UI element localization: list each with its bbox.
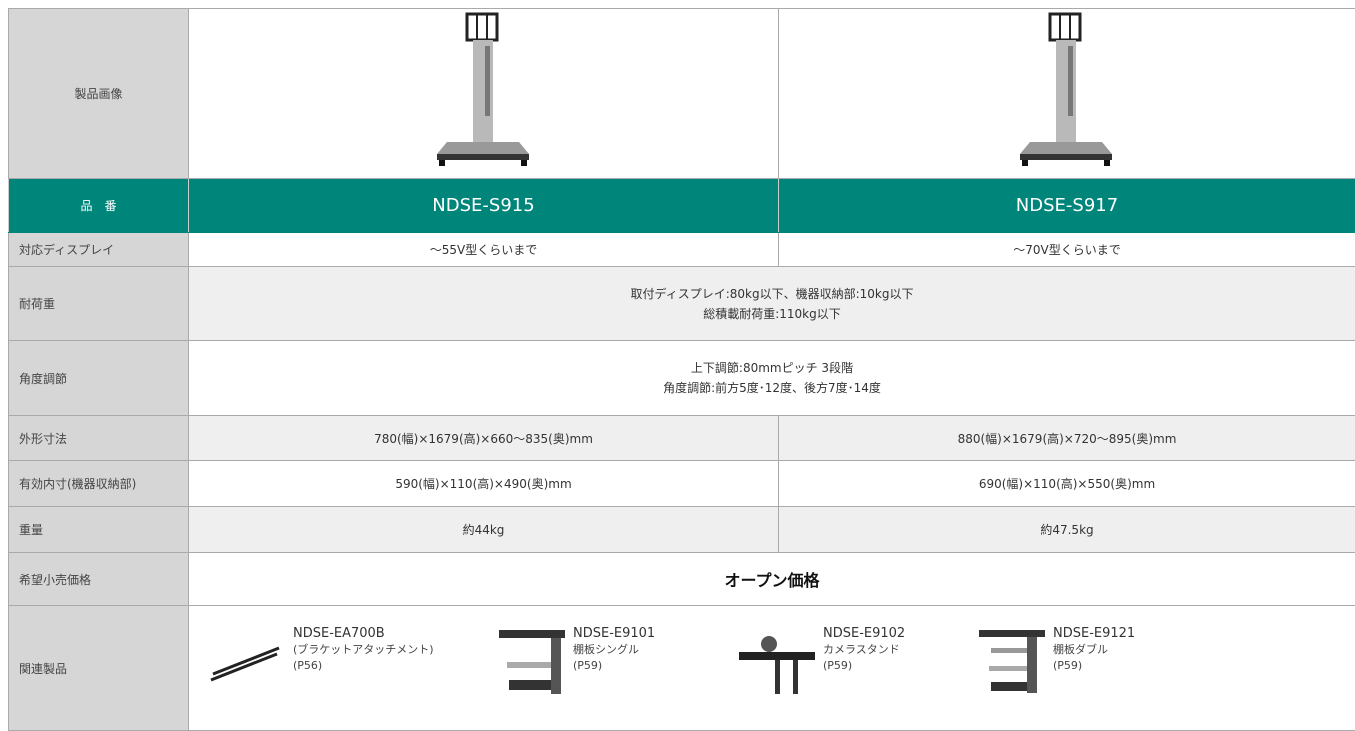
product-icon	[977, 626, 1047, 696]
code: NDSE-E9102	[823, 626, 905, 642]
cell: 780(幅)×1679(高)×660〜835(奥)mm	[189, 416, 779, 461]
cell: 約44kg	[189, 507, 779, 553]
row-label: 希望小売価格	[9, 553, 189, 606]
line: 上下調節:80mmピッチ 3段階	[189, 358, 1355, 378]
related-products: NDSE-EA700B(ブラケットアタッチメント)(P56) NDSE-E910…	[189, 606, 1355, 731]
name: 棚板シングル	[573, 642, 655, 658]
related-list: NDSE-EA700B(ブラケットアタッチメント)(P56) NDSE-E910…	[189, 606, 1355, 730]
row-label: 関連製品	[9, 606, 189, 731]
product-icon	[207, 626, 287, 686]
spec-table: 製品画像 品 番 NDSE-S915 NDSE-S917 対応ディスプレイ 〜5…	[8, 8, 1355, 731]
row: 品 番 NDSE-S915 NDSE-S917	[9, 179, 1355, 233]
product-icon	[497, 626, 567, 696]
line: 総積載耐荷重:110kg以下	[189, 304, 1355, 324]
stand-image	[1012, 12, 1122, 172]
page-ref: (P59)	[1053, 658, 1135, 674]
cell: 上下調節:80mmピッチ 3段階 角度調節:前方5度･12度、後方7度･14度	[189, 341, 1355, 416]
row-label: 製品画像	[9, 9, 189, 179]
cell: 〜70V型くらいまで	[779, 233, 1355, 267]
row-label: 有効内寸(機器収納部)	[9, 461, 189, 507]
row-label: 品 番	[9, 179, 189, 233]
row: 対応ディスプレイ 〜55V型くらいまで 〜70V型くらいまで	[9, 233, 1355, 267]
row: 外形寸法 780(幅)×1679(高)×660〜835(奥)mm 880(幅)×…	[9, 416, 1355, 461]
row-label: 対応ディスプレイ	[9, 233, 189, 267]
stand-image	[429, 12, 539, 172]
page-ref: (P59)	[573, 658, 655, 674]
cell: 590(幅)×110(高)×490(奥)mm	[189, 461, 779, 507]
row: 耐荷重 取付ディスプレイ:80kg以下、機器収納部:10kg以下 総積載耐荷重:…	[9, 267, 1355, 341]
line: 角度調節:前方5度･12度、後方7度･14度	[189, 378, 1355, 398]
price: オープン価格	[189, 553, 1355, 606]
row-label: 耐荷重	[9, 267, 189, 341]
row: 角度調節 上下調節:80mmピッチ 3段階 角度調節:前方5度･12度、後方7度…	[9, 341, 1355, 416]
line: 取付ディスプレイ:80kg以下、機器収納部:10kg以下	[189, 284, 1355, 304]
row-label: 外形寸法	[9, 416, 189, 461]
code: NDSE-E9121	[1053, 626, 1135, 642]
cell: 690(幅)×110(高)×550(奥)mm	[779, 461, 1355, 507]
model: NDSE-S915	[189, 179, 779, 233]
page-ref: (P56)	[293, 658, 434, 674]
name: 棚板ダブル	[1053, 642, 1135, 658]
row: 重量 約44kg 約47.5kg	[9, 507, 1355, 553]
product-icon	[737, 626, 817, 696]
cell: 約47.5kg	[779, 507, 1355, 553]
row: 関連製品 NDSE-EA700B(ブラケットアタッチメント)(P56) NDSE…	[9, 606, 1355, 731]
model: NDSE-S917	[779, 179, 1355, 233]
row-label: 重量	[9, 507, 189, 553]
cell: 880(幅)×1679(高)×720〜895(奥)mm	[779, 416, 1355, 461]
row: 有効内寸(機器収納部) 590(幅)×110(高)×490(奥)mm 690(幅…	[9, 461, 1355, 507]
cell: 〜55V型くらいまで	[189, 233, 779, 267]
name: (ブラケットアタッチメント)	[293, 642, 434, 658]
row-label: 角度調節	[9, 341, 189, 416]
code: NDSE-EA700B	[293, 626, 434, 642]
product-image	[189, 9, 779, 179]
row: 希望小売価格 オープン価格	[9, 553, 1355, 606]
name: カメラスタンド	[823, 642, 905, 658]
page-ref: (P59)	[823, 658, 905, 674]
row: 製品画像	[9, 9, 1355, 179]
product-image	[779, 9, 1355, 179]
related-item: NDSE-EA700B(ブラケットアタッチメント)(P56)	[207, 606, 497, 686]
code: NDSE-E9101	[573, 626, 655, 642]
cell: 取付ディスプレイ:80kg以下、機器収納部:10kg以下 総積載耐荷重:110k…	[189, 267, 1355, 341]
